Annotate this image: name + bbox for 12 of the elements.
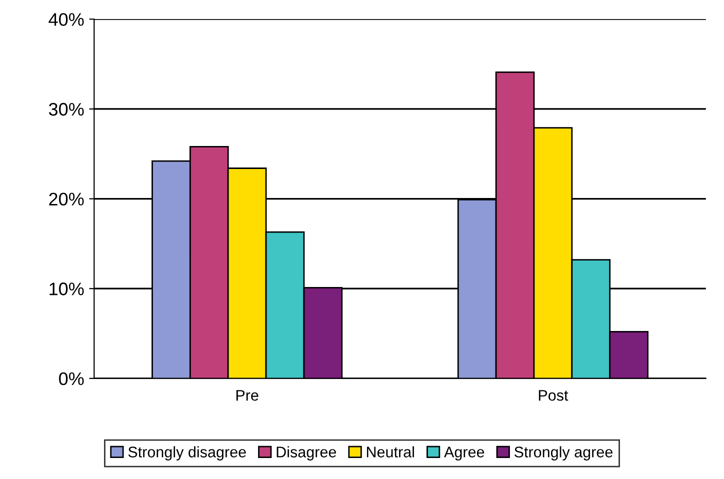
- y-tick-label: 30%: [48, 102, 84, 116]
- x-tick-label: Pre: [236, 390, 258, 401]
- y-tick-label: 20%: [49, 192, 84, 206]
- legend-label: Neutral: [366, 446, 414, 458]
- legend-label: Agree: [444, 446, 484, 460]
- y-tick-label: 0%: [59, 372, 84, 386]
- legend-label: Strongly agree: [514, 446, 612, 460]
- legend-label: Disagree: [276, 446, 336, 460]
- y-tick-label: 40%: [48, 13, 84, 26]
- y-tick-label: 10%: [50, 282, 84, 296]
- x-tick-label: Post: [538, 390, 568, 401]
- legend-label: Strongly disagree: [128, 446, 246, 460]
